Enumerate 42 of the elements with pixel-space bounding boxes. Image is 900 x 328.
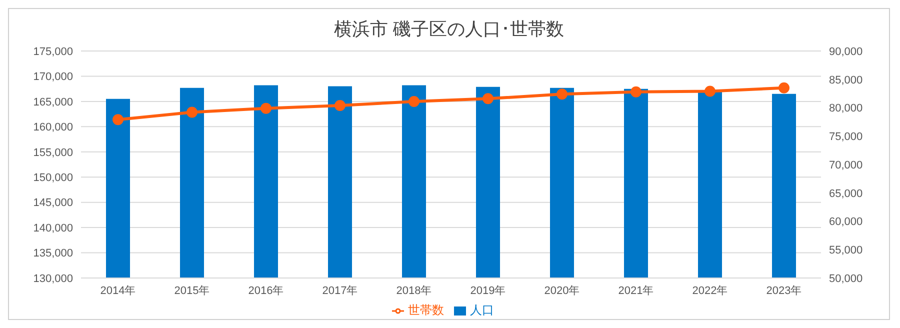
y2-tick-label: 85,000 (829, 74, 863, 86)
point (556, 88, 568, 100)
point (260, 102, 272, 114)
y-tick-label: 140,000 (33, 222, 73, 234)
y2-tick-label: 50,000 (829, 272, 863, 285)
y2-tick-label: 90,000 (829, 46, 863, 58)
x-tick-label: 2017年 (322, 284, 358, 297)
point (186, 106, 198, 118)
legend-label: 人口 (470, 303, 494, 317)
y-tick-label: 135,000 (33, 248, 73, 260)
legend-label: 世帯数 (408, 303, 444, 317)
y-tick-label: 130,000 (33, 272, 73, 285)
point (112, 114, 124, 126)
y-tick-label: 165,000 (33, 96, 73, 108)
y2-tick-label: 80,000 (829, 102, 863, 115)
chart-title: 横浜市 磯子区の人口･世帯数 (332, 18, 565, 41)
x-tick-label: 2016年 (248, 284, 284, 297)
y2-tick-label: 75,000 (829, 131, 863, 144)
y-tick-label: 155,000 (33, 146, 73, 159)
point (482, 93, 494, 104)
y2-tick-label: 60,000 (829, 216, 863, 228)
x-tick-label: 2020年 (544, 284, 580, 297)
x-tick-label: 2023年 (766, 284, 802, 297)
x-tick-label: 2022年 (692, 284, 728, 297)
x-tick-label: 2014年 (100, 284, 136, 297)
point (778, 82, 790, 94)
y2-tick-label: 70,000 (829, 159, 863, 172)
x-tick-label: 2018年 (396, 284, 432, 297)
y-tick-label: 175,000 (33, 46, 73, 58)
y2-tick-label: 65,000 (829, 188, 863, 200)
y2-tick-label: 55,000 (829, 244, 863, 257)
y-tick-label: 145,000 (33, 197, 73, 210)
point (334, 100, 346, 111)
x-tick-label: 2019年 (470, 284, 506, 297)
y-tick-label: 160,000 (33, 122, 73, 134)
y-tick-label: 170,000 (33, 71, 73, 84)
point (704, 86, 716, 97)
point (630, 86, 642, 98)
point (408, 96, 420, 108)
y-tick-label: 150,000 (33, 172, 73, 184)
x-tick-label: 2015年 (174, 284, 210, 297)
x-tick-label: 2021年 (618, 284, 654, 297)
